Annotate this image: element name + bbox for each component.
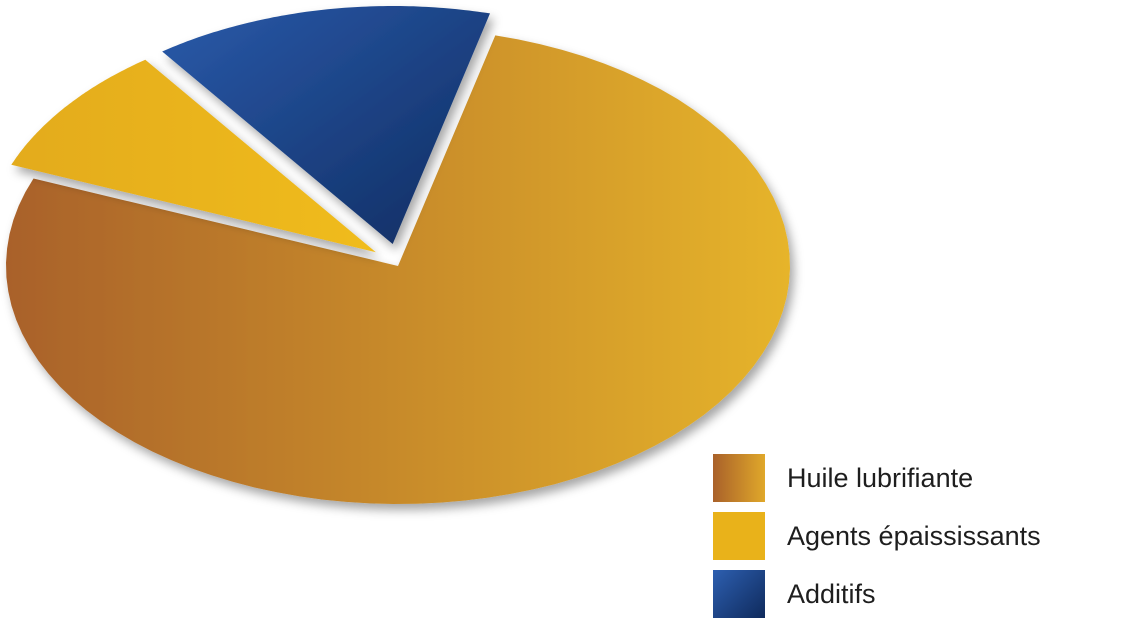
legend-swatch-agents-epaississants [713, 512, 765, 560]
pie-slice-huile-lubrifiante [6, 35, 790, 505]
legend-label: Additifs [787, 578, 876, 609]
legend: Huile lubrifiante Agents épaississants A… [713, 449, 1041, 623]
legend-swatch-huile-lubrifiante [713, 454, 765, 502]
legend-label: Huile lubrifiante [787, 462, 974, 493]
legend-item-additifs: Additifs [713, 565, 1041, 623]
pie-slice-agents-epaississants [11, 59, 376, 253]
legend-swatch-additifs [713, 570, 765, 618]
legend-item-agents-epaississants: Agents épaississants [713, 507, 1041, 565]
legend-item-huile-lubrifiante: Huile lubrifiante [713, 449, 1041, 507]
legend-label: Agents épaississants [787, 520, 1041, 551]
pie-slice-additifs [162, 6, 490, 244]
